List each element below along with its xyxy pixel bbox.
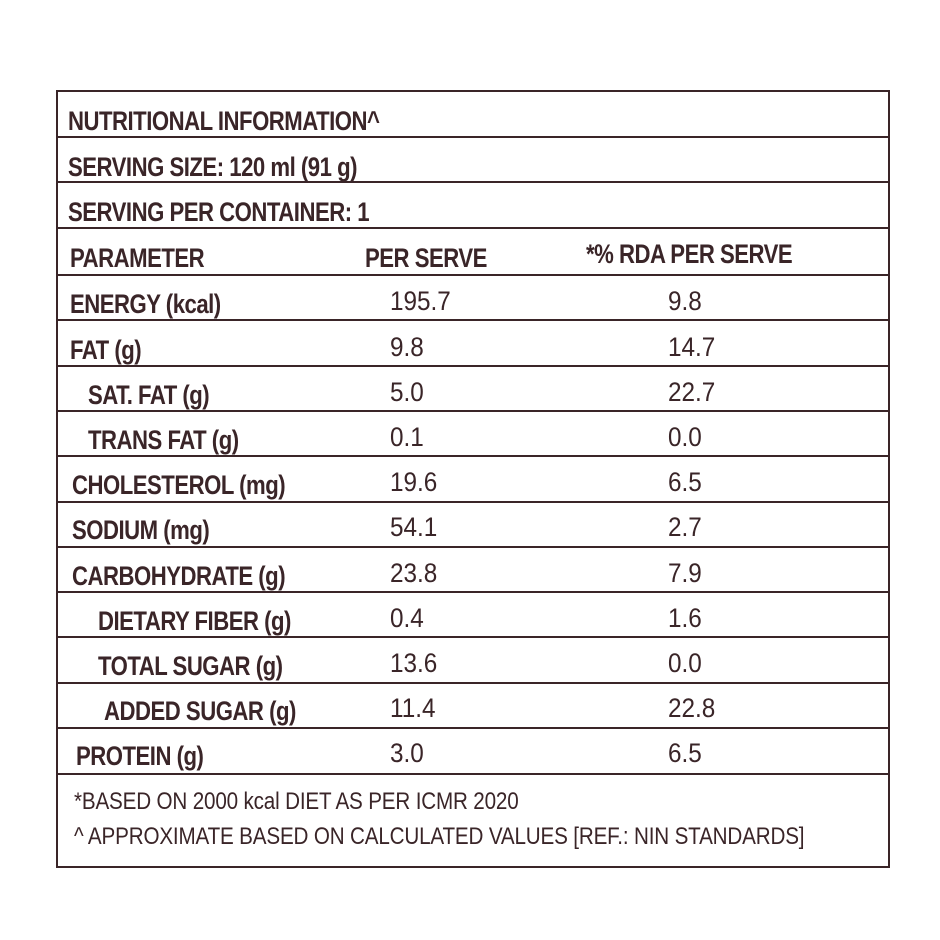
- row-value-protein: 3.0: [390, 738, 424, 768]
- column-header-parameter: PARAMETER: [70, 243, 205, 273]
- row-label-cholesterol: CHOLESTEROL (mg): [72, 470, 286, 500]
- row-rda-carbohydrate: 7.9: [668, 558, 702, 588]
- divider: [58, 727, 888, 729]
- row-rda-energy: 9.8: [668, 286, 702, 316]
- footnote-approximation: ^ APPROXIMATE BASED ON CALCULATED VALUES…: [74, 823, 805, 850]
- divider: [58, 682, 888, 684]
- row-rda-total-sugar: 0.0: [668, 648, 702, 678]
- row-label-carbohydrate: CARBOHYDRATE (g): [72, 561, 286, 591]
- divider: [58, 136, 888, 138]
- divider: [58, 181, 888, 183]
- servings-per-container: SERVING PER CONTAINER: 1: [68, 197, 370, 227]
- table-title: NUTRITIONAL INFORMATION^: [68, 106, 380, 136]
- row-label-sodium: SODIUM (mg): [72, 515, 210, 545]
- row-label-trans-fat: TRANS FAT (g): [88, 425, 239, 455]
- row-value-trans-fat: 0.1: [390, 422, 424, 452]
- row-value-added-sugar: 11.4: [390, 693, 436, 723]
- row-rda-cholesterol: 6.5: [668, 467, 702, 497]
- row-value-total-sugar: 13.6: [390, 648, 438, 678]
- divider: [58, 591, 888, 593]
- divider: [58, 365, 888, 367]
- row-rda-added-sugar: 22.8: [668, 693, 716, 723]
- row-rda-protein: 6.5: [668, 738, 702, 768]
- divider: [58, 227, 888, 229]
- row-value-cholesterol: 19.6: [390, 467, 438, 497]
- column-header-rda: *% RDA PER SERVE: [586, 239, 793, 269]
- row-value-fat: 9.8: [390, 332, 424, 362]
- row-rda-dietary-fiber: 1.6: [668, 603, 702, 633]
- divider: [58, 319, 888, 321]
- row-rda-sodium: 2.7: [668, 512, 702, 542]
- row-value-energy: 195.7: [390, 286, 451, 316]
- row-label-sat-fat: SAT. FAT (g): [88, 380, 210, 410]
- row-label-added-sugar: ADDED SUGAR (g): [104, 696, 296, 726]
- row-label-fat: FAT (g): [70, 335, 142, 365]
- divider: [58, 455, 888, 457]
- row-rda-sat-fat: 22.7: [668, 377, 716, 407]
- row-label-protein: PROTEIN (g): [76, 741, 204, 771]
- divider: [58, 636, 888, 638]
- row-value-dietary-fiber: 0.4: [390, 603, 424, 633]
- divider: [58, 773, 888, 775]
- footnote-rda-basis: *BASED ON 2000 kcal DIET AS PER ICMR 202…: [74, 788, 519, 815]
- row-label-total-sugar: TOTAL SUGAR (g): [98, 651, 283, 681]
- nutrition-table: NUTRITIONAL INFORMATION^ SERVING SIZE: 1…: [56, 90, 890, 868]
- column-header-per-serve: PER SERVE: [365, 243, 487, 273]
- divider: [58, 274, 888, 276]
- row-rda-fat: 14.7: [668, 332, 716, 362]
- serving-size: SERVING SIZE: 120 ml (91 g): [68, 152, 357, 182]
- row-rda-trans-fat: 0.0: [668, 422, 702, 452]
- divider: [58, 546, 888, 548]
- row-value-carbohydrate: 23.8: [390, 558, 438, 588]
- row-value-sodium: 54.1: [390, 512, 438, 542]
- row-label-dietary-fiber: DIETARY FIBER (g): [98, 606, 291, 636]
- row-label-energy: ENERGY (kcal): [70, 289, 221, 319]
- row-value-sat-fat: 5.0: [390, 377, 424, 407]
- divider: [58, 410, 888, 412]
- divider: [58, 501, 888, 503]
